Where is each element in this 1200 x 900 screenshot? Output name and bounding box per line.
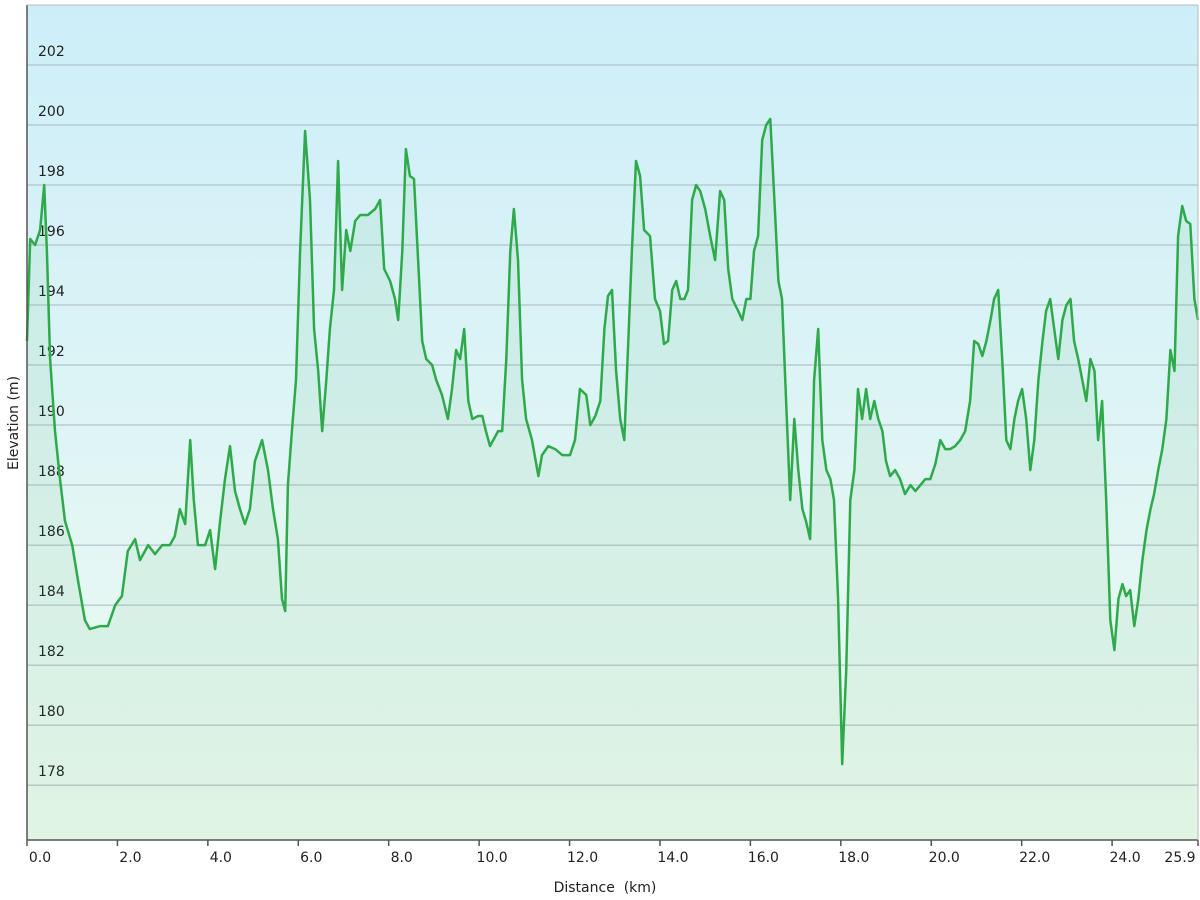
x-tick-label: 8.0 [391,850,413,866]
y-tick-label: 194 [38,284,65,300]
x-tick-label: 4.0 [210,850,232,866]
x-tick-label: 2.0 [119,850,141,866]
y-axis-label: Elevation (m) [6,376,22,470]
y-tick-label: 192 [38,344,65,360]
y-tick-label: 180 [38,704,65,720]
x-tick-label: 12.0 [567,850,598,866]
x-tick-label: 6.0 [300,850,322,866]
y-tick-label: 196 [38,224,65,240]
x-tick-label: 10.0 [477,850,508,866]
x-axis-label: Distance (km) [554,880,657,896]
x-tick-label: 14.0 [657,850,688,866]
y-tick-label: 190 [38,404,65,420]
plot-background [27,5,1198,840]
y-tick-label: 182 [38,644,65,660]
y-tick-label: 178 [38,764,65,780]
elevation-line [25,117,1200,766]
x-tick-label: 20.0 [929,850,960,866]
x-tick-label: 16.0 [748,850,779,866]
x-tick-label: 24.0 [1110,850,1141,866]
x-tick-label: 25.9 [1164,850,1195,866]
y-tick-label: 202 [38,44,65,60]
x-tick-label: 22.0 [1019,850,1050,866]
x-tick-label: 18.0 [838,850,869,866]
x-tick-label: 0.0 [29,850,51,866]
y-tick-label: 184 [38,584,65,600]
y-tick-label: 200 [38,104,65,120]
y-tick-label: 186 [38,524,65,540]
y-tick-label: 198 [38,164,65,180]
area-fill [27,119,1198,840]
